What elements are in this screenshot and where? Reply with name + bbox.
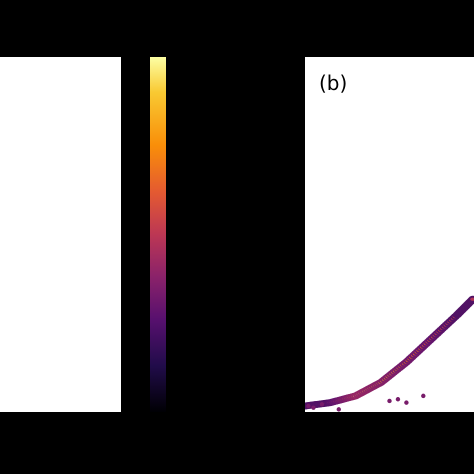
panel-a-plot-area <box>0 57 121 412</box>
ridge-speckle <box>395 397 401 402</box>
ridge-speckle <box>319 402 325 407</box>
ridge-core <box>470 297 474 301</box>
ridge-speckle <box>311 405 316 410</box>
ridge-speckle <box>336 407 341 412</box>
ridge-speckle <box>421 393 426 399</box>
panel-b-plot-area: (b) <box>305 57 474 412</box>
panel-b-label: (b) <box>319 71 348 95</box>
ridge-speckle <box>306 403 311 409</box>
panel-b-heatmap <box>305 295 474 412</box>
colorbar <box>150 57 166 412</box>
ridge-speckle <box>404 400 409 405</box>
ridge-speckle <box>387 398 392 404</box>
